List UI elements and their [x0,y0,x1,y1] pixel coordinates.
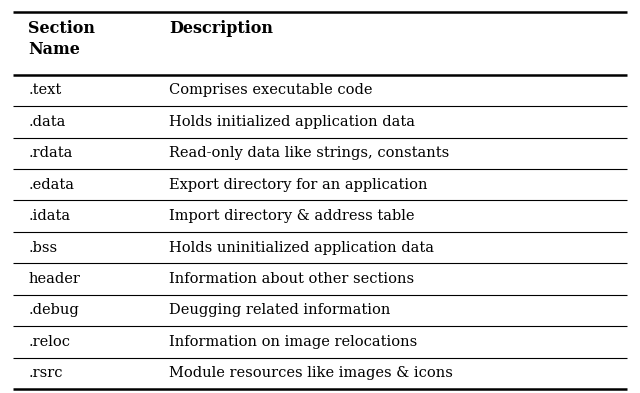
Text: header: header [28,272,80,286]
Text: Information on image relocations: Information on image relocations [170,335,418,349]
Text: Holds initialized application data: Holds initialized application data [170,115,415,129]
Text: Description: Description [170,20,273,37]
Text: Read-only data like strings, constants: Read-only data like strings, constants [170,146,450,160]
Text: Import directory & address table: Import directory & address table [170,209,415,223]
Text: Information about other sections: Information about other sections [170,272,415,286]
Text: .text: .text [28,83,61,97]
Text: .bss: .bss [28,241,58,255]
Text: Holds uninitialized application data: Holds uninitialized application data [170,241,435,255]
Text: .rsrc: .rsrc [28,366,63,380]
Text: .rdata: .rdata [28,146,72,160]
Text: .debug: .debug [28,303,79,318]
Text: Module resources like images & icons: Module resources like images & icons [170,366,453,380]
Text: Export directory for an application: Export directory for an application [170,178,428,192]
Text: .edata: .edata [28,178,74,192]
Text: Comprises executable code: Comprises executable code [170,83,373,97]
Text: .reloc: .reloc [28,335,70,349]
Text: .data: .data [28,115,65,129]
Text: .idata: .idata [28,209,70,223]
Text: Section
Name: Section Name [28,20,95,57]
Text: Deugging related information: Deugging related information [170,303,391,318]
